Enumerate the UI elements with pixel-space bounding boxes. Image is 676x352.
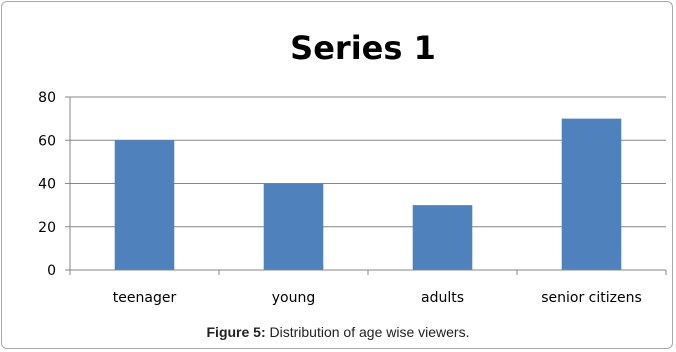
caption-label: Figure 5:: [206, 324, 266, 340]
y-tick-label: 60: [38, 133, 56, 149]
y-tick-label: 0: [47, 263, 56, 279]
bar-young: [263, 183, 324, 270]
x-tick-label: adults: [421, 290, 464, 306]
x-tick-label: young: [272, 290, 315, 306]
x-axis-ticks: teenager young adults senior citizens: [69, 270, 667, 306]
bar-senior-citizens: [561, 118, 622, 270]
x-tick-label: teenager: [113, 290, 177, 306]
chart-title: Series 1: [290, 29, 436, 67]
y-tick-label: 80: [38, 90, 56, 106]
bar-adults: [412, 205, 473, 270]
x-tick-label: senior citizens: [541, 290, 642, 306]
caption-text: Distribution of age wise viewers.: [265, 324, 470, 340]
figure-caption: Figure 5: Distribution of age wise viewe…: [0, 324, 676, 340]
y-tick-label: 20: [38, 220, 56, 236]
bar-teenager: [114, 140, 175, 270]
bars: [114, 118, 622, 270]
y-axis-ticks: 0 20 40 60 80: [38, 90, 70, 279]
y-tick-label: 40: [38, 177, 56, 193]
